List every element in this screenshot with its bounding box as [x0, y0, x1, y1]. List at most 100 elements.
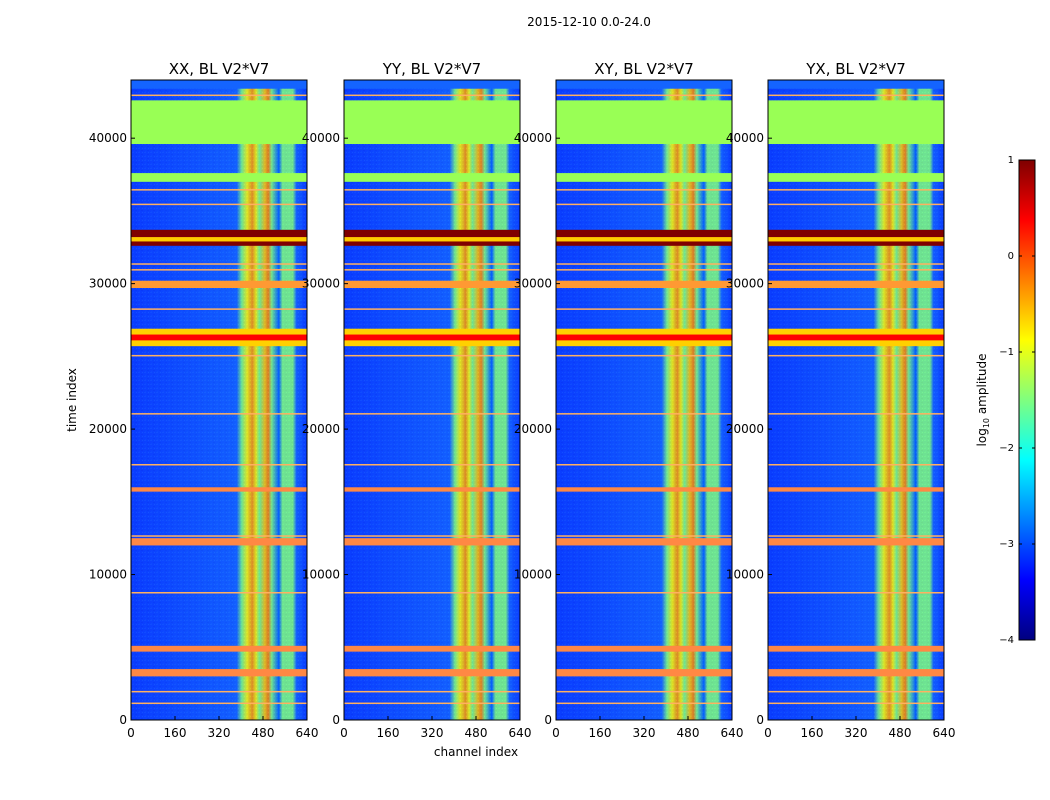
- heatmap-time-band: [768, 645, 944, 652]
- y-tick-label: 0: [332, 713, 340, 727]
- x-tick-label: 160: [801, 726, 824, 740]
- x-tick-label: 0: [552, 726, 560, 740]
- heatmap-streak: [131, 354, 307, 357]
- x-tick-label: 160: [164, 726, 187, 740]
- heatmap-time-band: [131, 100, 307, 144]
- y-tick-label: 40000: [302, 131, 340, 145]
- x-tick-label: 0: [764, 726, 772, 740]
- heatmap-time-band: [344, 80, 520, 89]
- colorbar-tick-label: −4: [999, 635, 1014, 646]
- heatmap-streak: [556, 203, 732, 206]
- heatmap-streak: [344, 464, 520, 466]
- heatmap-streak: [556, 413, 732, 415]
- heatmap-time-band: [768, 538, 944, 546]
- heatmap-time-band: [768, 100, 944, 144]
- heatmap-streak: [556, 354, 732, 357]
- heatmap-streak: [556, 702, 732, 705]
- panel-4: YX, BL V2*V7 0 160 320 480 640 0 10000 20000 3000…: [726, 60, 956, 740]
- heatmap-streak: [556, 263, 732, 265]
- heatmap-time-band: [131, 173, 307, 182]
- heatmap-time-band: [768, 334, 944, 341]
- heatmap-time-band: [556, 538, 732, 546]
- heatmap-streak: [131, 308, 307, 310]
- y-tick-label: 0: [756, 713, 764, 727]
- y-tick-label: 10000: [89, 568, 127, 582]
- heatmap-time-band: [344, 669, 520, 677]
- heatmap-streak: [344, 354, 520, 357]
- x-tick-label: 480: [465, 726, 488, 740]
- x-tick-label: 320: [845, 726, 868, 740]
- panel-1: XX, BL V2*V7 0 160 320 480 640 0 10000 20000 3000…: [89, 60, 319, 740]
- x-tick-label: 480: [889, 726, 912, 740]
- heatmap-streak: [344, 702, 520, 705]
- figure-suptitle: 2015-12-10 0.0-24.0: [527, 15, 651, 29]
- heatmap-time-band: [556, 334, 732, 341]
- colorbar-tick-label: −1: [999, 347, 1014, 358]
- heatmap-streak: [768, 592, 944, 594]
- heatmap-time-band: [556, 669, 732, 677]
- x-axis-label: channel index: [434, 745, 518, 759]
- heatmap-time-band: [768, 80, 944, 89]
- heatmap-streak: [768, 702, 944, 705]
- y-tick-label: 40000: [514, 131, 552, 145]
- heatmap-streak: [131, 203, 307, 206]
- heatmap-time-band: [768, 237, 944, 242]
- heatmap-streak: [344, 203, 520, 206]
- y-tick-label: 30000: [726, 277, 764, 291]
- heatmap-time-band: [131, 280, 307, 288]
- heatmap-streak: [344, 189, 520, 191]
- heatmap-time-band: [131, 538, 307, 546]
- heatmap-streak: [556, 269, 732, 271]
- heatmap-time-band: [768, 280, 944, 288]
- panel-title: XY, BL V2*V7: [594, 60, 694, 78]
- heatmap-streak: [344, 592, 520, 594]
- colorbar-tick-label: −3: [999, 539, 1014, 550]
- heatmap-time-band: [344, 100, 520, 144]
- y-tick-label: 40000: [726, 131, 764, 145]
- y-tick-label: 20000: [514, 422, 552, 436]
- heatmap-time-band: [131, 645, 307, 652]
- x-tick-label: 320: [421, 726, 444, 740]
- colorbar-tick-label: 1: [1008, 155, 1014, 166]
- heatmap-time-band: [556, 237, 732, 242]
- heatmap-streak: [768, 464, 944, 466]
- heatmap-time-band: [131, 334, 307, 341]
- y-tick-label: 20000: [302, 422, 340, 436]
- colorbar-label: log10 amplitude: [975, 354, 991, 447]
- heatmap-panels: XX, BL V2*V7 0 160 320 480 640 0 10000 20000 3000…: [89, 60, 956, 740]
- heatmap-time-band: [768, 669, 944, 677]
- heatmap-time-band: [768, 487, 944, 492]
- heatmap-streak: [344, 535, 520, 537]
- heatmap-channel-bands: [344, 80, 520, 720]
- heatmap-streak: [768, 690, 944, 693]
- x-tick-label: 160: [377, 726, 400, 740]
- y-tick-label: 10000: [726, 568, 764, 582]
- heatmap-time-band: [131, 237, 307, 242]
- panel-title: YX, BL V2*V7: [805, 60, 906, 78]
- heatmap-channel-bands: [556, 80, 732, 720]
- heatmap-time-band: [556, 487, 732, 492]
- heatmap-streak: [131, 690, 307, 693]
- colorbar-label-base: log: [975, 428, 989, 446]
- heatmap-streak: [344, 94, 520, 97]
- y-tick-label: 10000: [514, 568, 552, 582]
- heatmap-streak: [344, 413, 520, 415]
- y-tick-label: 40000: [89, 131, 127, 145]
- heatmap-time-band: [344, 237, 520, 242]
- heatmap-time-band: [131, 80, 307, 89]
- heatmap-streak: [131, 535, 307, 537]
- heatmap-streak: [344, 690, 520, 693]
- heatmap-time-band: [344, 538, 520, 546]
- colorbar-gradient: [1018, 159, 1036, 641]
- y-tick-label: 30000: [302, 277, 340, 291]
- colorbar: 10−1−2−3−4 log10 amplitude: [975, 155, 1036, 646]
- heatmap-streak: [344, 308, 520, 310]
- heatmap-streak: [131, 94, 307, 97]
- x-tick-label: 640: [721, 726, 744, 740]
- heatmap-streak: [556, 535, 732, 537]
- heatmap-streak: [131, 702, 307, 705]
- heatmap-streak: [131, 464, 307, 466]
- heatmap-time-band: [768, 173, 944, 182]
- x-tick-label: 0: [127, 726, 135, 740]
